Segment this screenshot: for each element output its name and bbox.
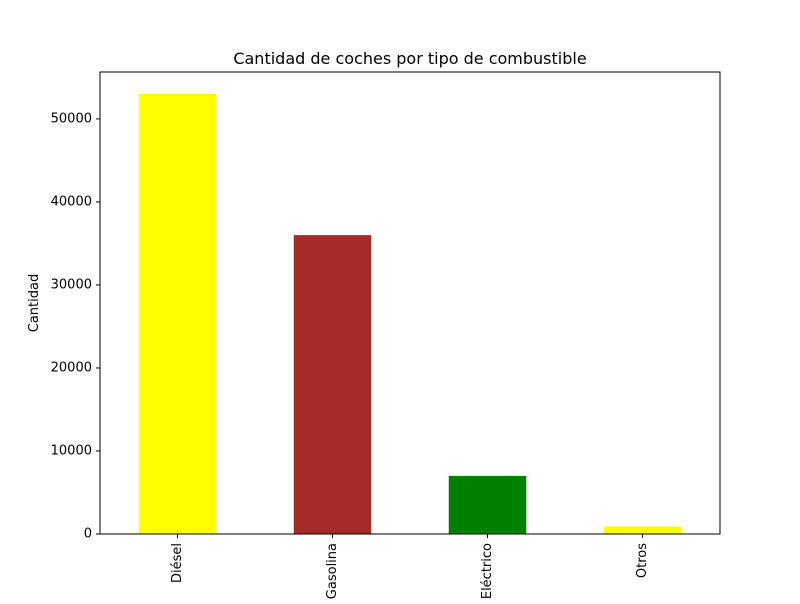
y-tick-label: 30000 <box>51 277 92 292</box>
y-tick-label: 20000 <box>51 360 92 375</box>
x-tick-label: Diésel <box>170 543 185 583</box>
y-axis-label: Cantidad <box>27 274 42 332</box>
x-tick-label: Eléctrico <box>480 543 495 599</box>
chart-title: Cantidad de coches por tipo de combustib… <box>233 49 586 68</box>
x-axis: Diésel Gasolina Eléctrico Otros <box>170 534 650 599</box>
y-tick-label: 50000 <box>51 111 92 126</box>
y-tick-label: 10000 <box>51 443 92 458</box>
bar-eléctrico <box>448 475 527 534</box>
y-axis: 0 10000 20000 30000 40000 50000 <box>51 111 100 542</box>
x-tick-label: Otros <box>635 543 650 578</box>
y-tick-label: 0 <box>84 527 92 542</box>
bar-diésel <box>138 94 217 534</box>
plot-frame <box>99 71 721 535</box>
bar-gasolina <box>293 235 372 534</box>
y-tick-label: 40000 <box>51 194 92 209</box>
x-tick-label: Gasolina <box>325 543 340 599</box>
bars-group <box>138 94 682 534</box>
bar-otros <box>603 526 682 534</box>
